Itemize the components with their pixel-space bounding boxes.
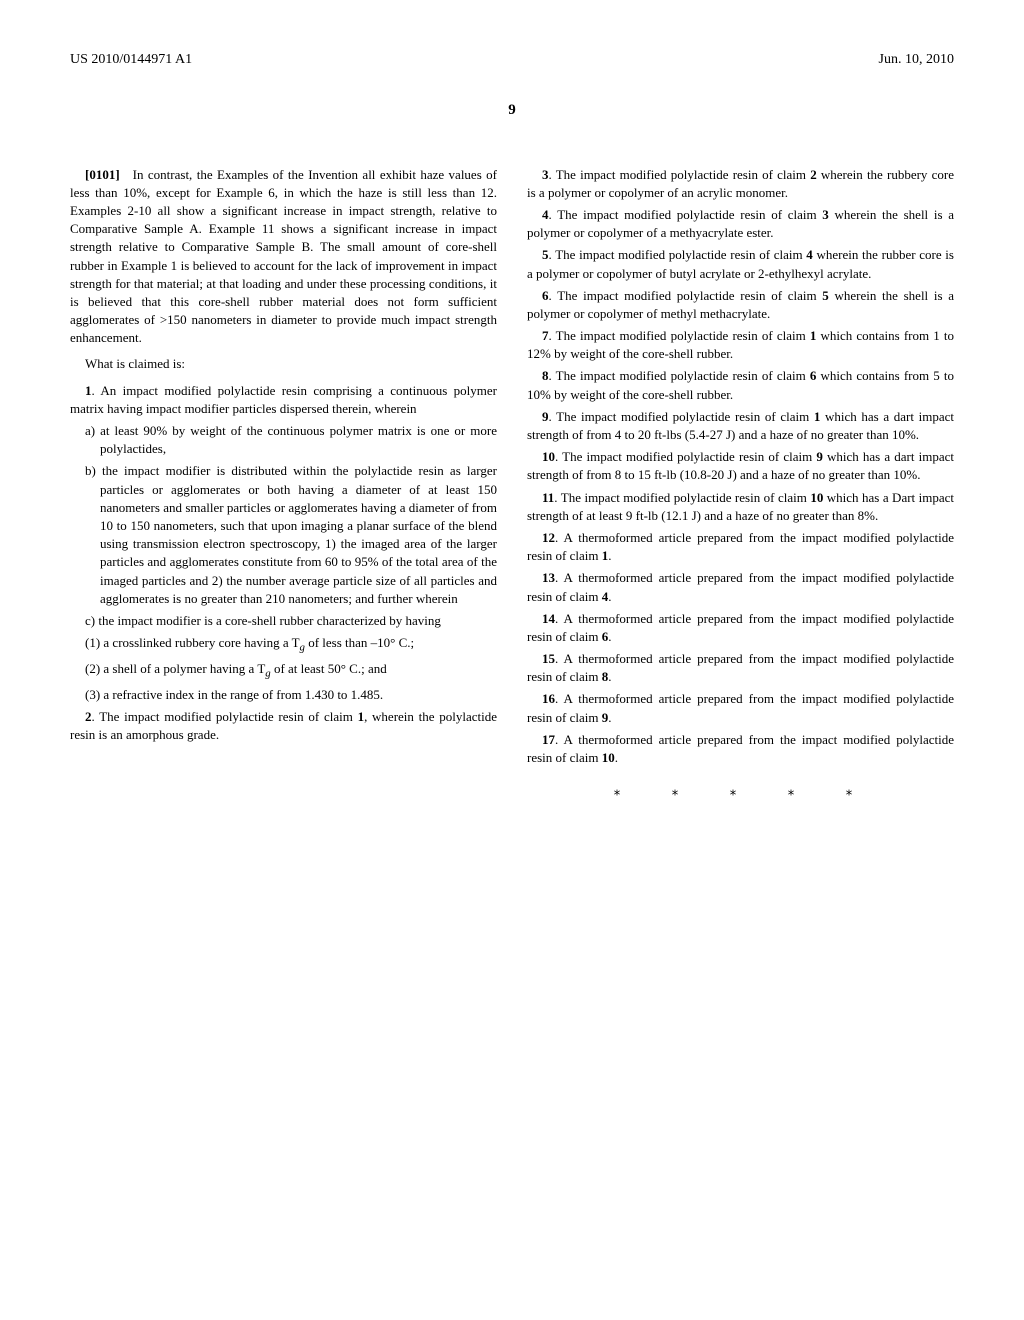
para-text: In contrast, the Examples of the Inventi… bbox=[70, 167, 497, 346]
claim-1-c: c) the impact modifier is a core-shell r… bbox=[70, 612, 497, 630]
claim-5: 5. The impact modified polylactide resin… bbox=[527, 246, 954, 282]
claim-4: 4. The impact modified polylactide resin… bbox=[527, 206, 954, 242]
page-number: 9 bbox=[70, 100, 954, 121]
claim-2: 2. The impact modified polylactide resin… bbox=[70, 708, 497, 744]
claim-1-b: b) the impact modifier is distributed wi… bbox=[70, 462, 497, 608]
publication-number: US 2010/0144971 A1 bbox=[70, 50, 192, 70]
page-header: US 2010/0144971 A1 Jun. 10, 2010 bbox=[70, 50, 954, 70]
claim-10: 10. The impact modified polylactide resi… bbox=[527, 448, 954, 484]
two-column-layout: [0101] In contrast, the Examples of the … bbox=[70, 166, 954, 801]
claim-1-sub-2: (2) a shell of a polymer having a Tg of … bbox=[70, 660, 497, 682]
claim-text: . An impact modified polylactide resin c… bbox=[70, 383, 497, 416]
claim-9: 9. The impact modified polylactide resin… bbox=[527, 408, 954, 444]
claim-17: 17. A thermoformed article prepared from… bbox=[527, 731, 954, 767]
right-column: 3. The impact modified polylactide resin… bbox=[527, 166, 954, 801]
claim-1-a: a) at least 90% by weight of the continu… bbox=[70, 422, 497, 458]
claim-11: 11. The impact modified polylactide resi… bbox=[527, 489, 954, 525]
publication-date: Jun. 10, 2010 bbox=[879, 50, 954, 70]
what-is-claimed: What is claimed is: bbox=[70, 355, 497, 373]
claim-13: 13. A thermoformed article prepared from… bbox=[527, 569, 954, 605]
claim-7: 7. The impact modified polylactide resin… bbox=[527, 327, 954, 363]
left-column: [0101] In contrast, the Examples of the … bbox=[70, 166, 497, 801]
para-number: [0101] bbox=[85, 167, 120, 182]
claim-16: 16. A thermoformed article prepared from… bbox=[527, 690, 954, 726]
claim-8: 8. The impact modified polylactide resin… bbox=[527, 367, 954, 403]
claim-15: 15. A thermoformed article prepared from… bbox=[527, 650, 954, 686]
end-of-document-marks: ⁎ ⁎ ⁎ ⁎ ⁎ bbox=[527, 782, 954, 800]
claim-14: 14. A thermoformed article prepared from… bbox=[527, 610, 954, 646]
claim-12: 12. A thermoformed article prepared from… bbox=[527, 529, 954, 565]
claim-3: 3. The impact modified polylactide resin… bbox=[527, 166, 954, 202]
claim-1-sub-3: (3) a refractive index in the range of f… bbox=[70, 686, 497, 704]
claim-1: 1. An impact modified polylactide resin … bbox=[70, 382, 497, 418]
claim-6: 6. The impact modified polylactide resin… bbox=[527, 287, 954, 323]
paragraph-0101: [0101] In contrast, the Examples of the … bbox=[70, 166, 497, 348]
claim-1-sub-1: (1) a crosslinked rubbery core having a … bbox=[70, 634, 497, 656]
